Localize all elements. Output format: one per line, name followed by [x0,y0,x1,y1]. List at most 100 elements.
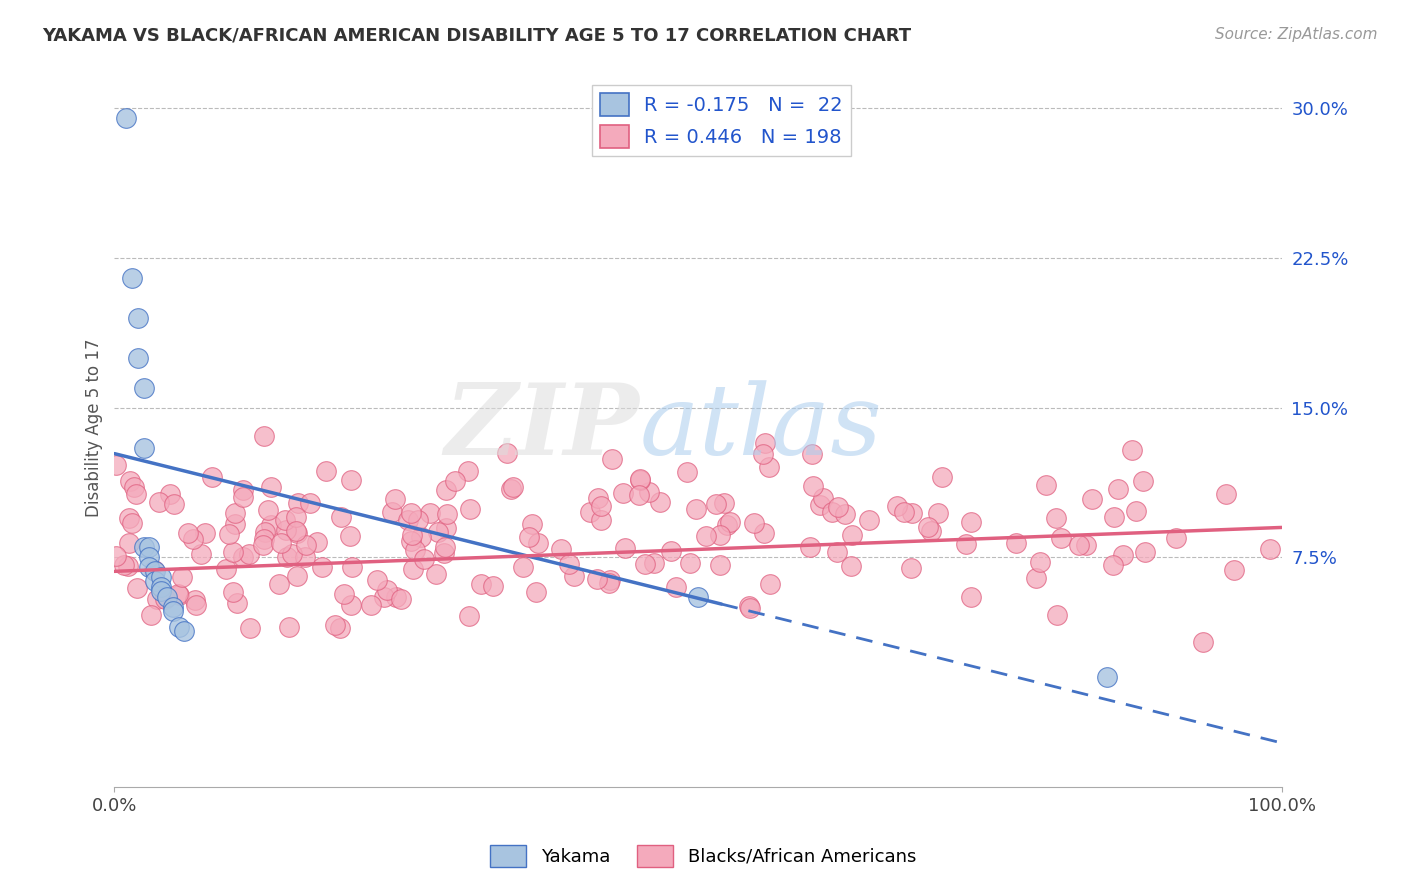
Point [634,558,657,572]
Point [298,496,321,510]
Point [201,470,224,484]
Text: atlas: atlas [640,380,883,475]
Point [285,568,308,582]
Point [600,452,623,467]
Point [900,560,922,574]
Point [139,608,162,623]
Point [148,495,170,509]
Point [253,525,276,540]
Point [402,562,425,576]
Point [232,483,254,497]
Point [194,526,217,541]
Point [115,112,138,126]
Point [1166,531,1188,545]
Point [232,550,254,565]
Point [167,588,190,602]
Point [406,512,429,526]
Point [643,557,665,571]
Point [825,545,848,559]
Point [564,568,586,582]
Point [177,526,200,541]
Point [1121,442,1143,457]
Point [920,524,942,538]
Point [1050,531,1073,545]
Point [118,474,141,488]
Point [685,501,707,516]
Point [801,447,824,461]
Point [758,459,780,474]
Point [695,529,717,543]
Point [340,598,363,612]
Point [138,550,160,565]
Point [132,441,155,455]
Point [550,542,572,557]
Point [224,506,246,520]
Point [839,559,862,574]
Point [381,505,404,519]
Point [315,464,337,478]
Point [121,271,143,285]
Point [330,509,353,524]
Point [425,566,447,581]
Point [811,491,834,505]
Point [527,536,550,550]
Point [434,483,457,497]
Point [281,547,304,561]
Point [153,592,176,607]
Point [399,534,422,549]
Point [1074,538,1097,552]
Point [709,528,731,542]
Point [183,593,205,607]
Point [628,473,651,487]
Point [1035,478,1057,492]
Point [104,549,127,564]
Point [221,545,243,559]
Point [285,525,308,540]
Point [718,515,741,529]
Point [260,517,283,532]
Point [426,524,449,539]
Point [927,506,949,520]
Point [396,513,419,527]
Point [821,505,844,519]
Point [1107,482,1129,496]
Point [589,513,612,527]
Point [239,621,262,635]
Point [716,517,738,532]
Point [226,596,249,610]
Point [329,621,352,635]
Point [252,538,274,552]
Point [481,578,503,592]
Point [360,598,382,612]
Point [578,505,600,519]
Point [501,483,523,497]
Point [260,480,283,494]
Point [665,580,688,594]
Point [118,511,141,525]
Point [277,620,299,634]
Point [122,480,145,494]
Point [959,516,981,530]
Point [591,499,613,513]
Point [436,507,458,521]
Point [1132,474,1154,488]
Point [1025,570,1047,584]
Point [419,506,441,520]
Point [287,496,309,510]
Y-axis label: Disability Age 5 to 17: Disability Age 5 to 17 [86,338,103,517]
Point [340,473,363,487]
Point [150,580,173,594]
Point [342,559,364,574]
Text: YAKAMA VS BLACK/AFRICAN AMERICAN DISABILITY AGE 5 TO 17 CORRELATION CHART: YAKAMA VS BLACK/AFRICAN AMERICAN DISABIL… [42,27,911,45]
Point [713,496,735,510]
Point [931,469,953,483]
Point [412,552,434,566]
Point [614,541,637,556]
Point [495,446,517,460]
Point [117,558,139,573]
Point [512,560,534,574]
Point [323,618,346,632]
Point [311,560,333,574]
Point [522,517,544,532]
Point [184,598,207,612]
